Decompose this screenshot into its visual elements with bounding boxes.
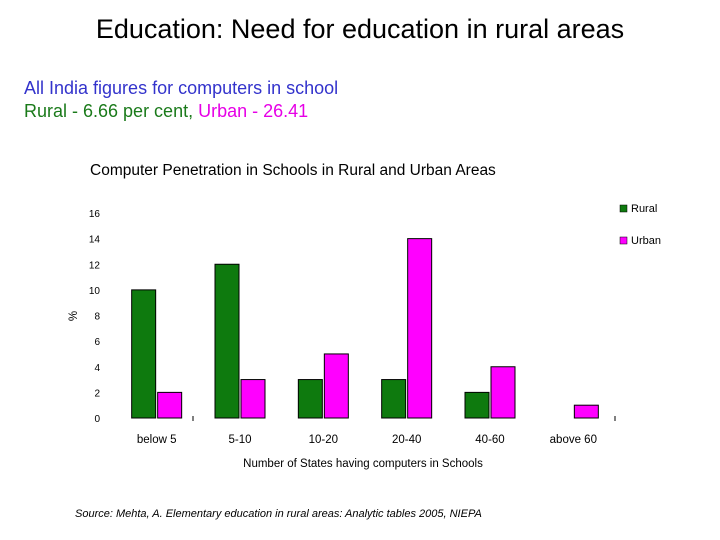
bar-rural-2 xyxy=(297,379,323,419)
bar-urban-5 xyxy=(573,404,599,419)
plot-area: 0 2 4 6 8 10 12 14 16 below 5 5-10 10-20 20-40 40-60 a… xyxy=(89,203,661,446)
y-tick-label: 14 xyxy=(89,235,101,246)
bar-rural-0 xyxy=(131,289,157,419)
x-axis-label: Number of States having computers in Sch… xyxy=(243,458,483,470)
legend-swatch-rural xyxy=(619,204,628,213)
subtitle-rural: Rural - 6.66 per cent, xyxy=(24,101,194,121)
x-tick-label: 20-40 xyxy=(392,434,421,446)
source-note: Source: Mehta, A. Elementary education i… xyxy=(75,508,482,520)
bar-rural-1 xyxy=(214,263,240,419)
y-tick-label: 16 xyxy=(89,209,101,220)
x-tick-label: 10-20 xyxy=(309,434,338,446)
y-axis-label: % xyxy=(68,311,80,321)
y-tick-label: 0 xyxy=(94,414,100,425)
bar-urban-0 xyxy=(157,391,183,419)
legend-swatch-urban xyxy=(619,236,628,245)
subtitle-figures: Rural - 6.66 per cent, Urban - 26.41 xyxy=(24,101,308,122)
y-tick-label: 10 xyxy=(89,286,101,297)
bar-rural-4 xyxy=(464,391,490,419)
bar-urban-2 xyxy=(323,353,349,419)
x-tick-label: 5-10 xyxy=(228,434,251,446)
y-tick-label: 2 xyxy=(94,388,100,399)
x-tick-label: below 5 xyxy=(137,434,177,446)
y-tick-label: 6 xyxy=(94,337,100,348)
bar-urban-4 xyxy=(490,366,516,419)
bar-urban-1 xyxy=(240,379,266,419)
chart-title: Computer Penetration in Schools in Rural… xyxy=(90,162,496,179)
y-tick-label: 12 xyxy=(89,260,101,271)
bar-urban-3 xyxy=(407,238,433,419)
subtitle-all-india: All India figures for computers in schoo… xyxy=(24,78,339,98)
bar-rural-3 xyxy=(381,379,407,419)
x-tick-label: 40-60 xyxy=(475,434,504,446)
legend-label-urban: Urban xyxy=(631,235,661,247)
subtitle-urban: Urban - 26.41 xyxy=(198,101,309,121)
y-tick-label: 4 xyxy=(94,363,100,374)
legend-label-rural: Rural xyxy=(631,203,657,215)
y-tick-label: 8 xyxy=(94,312,100,323)
slide-title: Education: Need for education in rural a… xyxy=(95,14,625,44)
x-tick-label: above 60 xyxy=(550,434,597,446)
